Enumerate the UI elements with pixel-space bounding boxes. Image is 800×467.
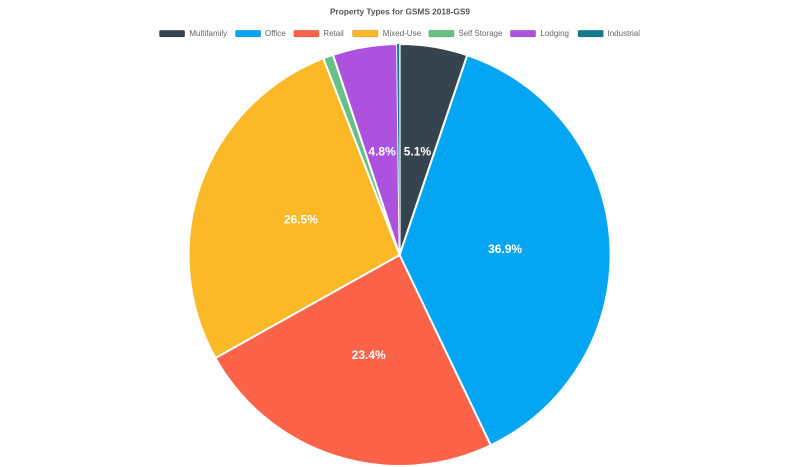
svg-text:Multifamily: Multifamily bbox=[189, 29, 227, 38]
svg-text:5.1%: 5.1% bbox=[404, 145, 432, 159]
svg-text:Property Types for GSMS 2018-G: Property Types for GSMS 2018-GS9 bbox=[330, 7, 470, 17]
svg-text:23.4%: 23.4% bbox=[352, 348, 386, 362]
svg-text:Office: Office bbox=[265, 29, 286, 38]
svg-text:Retail: Retail bbox=[323, 29, 344, 38]
svg-text:4.8%: 4.8% bbox=[368, 145, 396, 159]
svg-text:36.9%: 36.9% bbox=[488, 242, 522, 256]
svg-text:26.5%: 26.5% bbox=[284, 213, 318, 227]
svg-text:Mixed-Use: Mixed-Use bbox=[383, 29, 422, 38]
svg-text:Lodging: Lodging bbox=[541, 29, 569, 38]
svg-text:Industrial: Industrial bbox=[608, 29, 641, 38]
svg-text:Self Storage: Self Storage bbox=[458, 29, 503, 38]
